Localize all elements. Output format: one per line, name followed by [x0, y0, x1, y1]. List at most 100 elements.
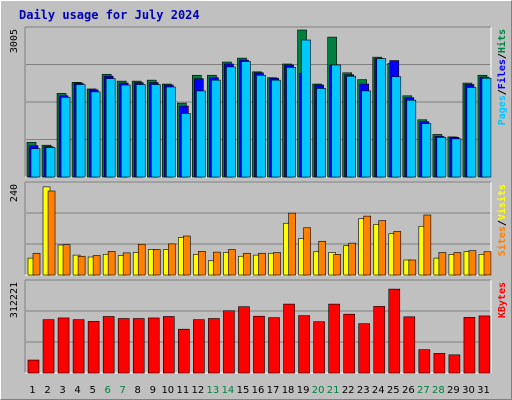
bar-sites — [198, 251, 206, 276]
x-tick-label: 16 — [252, 385, 265, 396]
x-tick-label: 25 — [387, 385, 400, 396]
bar-pages — [165, 86, 176, 178]
bar-kbytes — [132, 318, 145, 374]
bar-kbytes — [463, 317, 476, 374]
bar-sites — [32, 252, 41, 276]
bar-kbytes — [72, 319, 85, 374]
x-tick-label: 18 — [282, 385, 295, 396]
bar-sites — [122, 252, 131, 276]
legend-entry: Visits — [496, 184, 508, 220]
bar-kbytes — [373, 306, 386, 374]
bar-sites — [483, 251, 492, 276]
legend-entry: / — [497, 89, 508, 95]
legend-entry: Sites — [496, 226, 508, 256]
bar-pages — [421, 123, 432, 178]
legend-entry: Hits — [496, 29, 508, 53]
bar-sites — [92, 255, 101, 276]
bar-sites — [303, 227, 311, 276]
bar-sites — [213, 251, 221, 276]
bar-sites — [378, 220, 387, 276]
bar-kbytes — [57, 317, 70, 374]
x-tick-label: 8 — [135, 385, 141, 396]
bar-kbytes — [388, 288, 401, 374]
bar-sites — [77, 255, 86, 276]
bar-sites — [333, 254, 341, 276]
bar-kbytes — [358, 323, 371, 374]
bar-kbytes — [433, 353, 446, 374]
chart-title: Daily usage for July 2024 — [19, 8, 200, 22]
bar-pages — [120, 84, 131, 178]
bar-kbytes — [87, 321, 100, 374]
y-axis-max-label: 3005 — [9, 29, 20, 53]
bar-kbytes — [283, 303, 295, 374]
bar-pages — [466, 87, 477, 178]
bar-pages — [271, 79, 281, 178]
bar-kbytes — [268, 317, 280, 374]
bar-kbytes — [223, 310, 235, 374]
legend-kbytes: KBytes — [497, 282, 508, 318]
bar-sites — [363, 215, 372, 276]
y-axis-max-label: 240 — [9, 184, 20, 202]
bar-pages — [286, 67, 296, 178]
bar-kbytes — [478, 315, 491, 374]
bar-pages — [105, 78, 116, 178]
bar-kbytes — [298, 315, 310, 374]
bar-pages — [135, 84, 146, 178]
x-tick-label: 27 — [417, 385, 430, 396]
bar-pages — [241, 61, 251, 178]
bar-pages — [256, 74, 266, 178]
bar-pages — [150, 84, 161, 178]
bar-sites — [348, 242, 356, 276]
legend-entry: Pages — [497, 95, 508, 125]
bar-sites — [228, 249, 236, 276]
x-tick-label: 30 — [462, 385, 475, 396]
x-tick-label: 24 — [372, 385, 385, 396]
bar-sites — [273, 252, 281, 276]
bar-sites — [453, 252, 462, 276]
bar-pages — [226, 66, 236, 178]
bar-sites — [167, 243, 176, 276]
bar-sites — [137, 243, 146, 276]
bar-sites — [468, 250, 477, 276]
bar-pages — [346, 75, 356, 178]
x-tick-label: 31 — [477, 385, 490, 396]
bar-kbytes — [238, 306, 250, 374]
x-tick-label: 26 — [402, 385, 415, 396]
bar-kbytes — [162, 316, 175, 374]
bar-kbytes — [253, 315, 265, 374]
legend-sites-visits: Sites/Visits — [496, 184, 508, 256]
x-tick-label: 29 — [447, 385, 460, 396]
bar-sites — [47, 190, 56, 276]
bar-pages — [75, 84, 86, 178]
bar-sites — [288, 212, 296, 276]
bar-sites — [438, 252, 447, 276]
bar-sites — [152, 249, 161, 276]
x-tick-label: 4 — [74, 385, 80, 396]
bar-pages — [316, 88, 326, 178]
bar-pages — [376, 58, 387, 178]
x-tick-label: 22 — [342, 385, 355, 396]
bar-kbytes — [343, 313, 355, 374]
legend-entry: KBytes — [497, 282, 508, 318]
x-tick-label: 5 — [89, 385, 95, 396]
legend-entry: Files — [496, 59, 508, 89]
bar-kbytes — [178, 328, 190, 374]
bar-kbytes — [27, 359, 40, 374]
bar-kbytes — [313, 321, 325, 374]
bar-sites — [423, 214, 432, 276]
bar-pages — [451, 138, 462, 178]
x-tick-label: 21 — [327, 385, 340, 396]
bar-pages — [361, 90, 372, 178]
bar-sites — [393, 231, 402, 276]
bar-pages — [60, 96, 71, 178]
bar-pages — [30, 148, 41, 178]
x-tick-label: 6 — [104, 385, 110, 396]
bar-sites — [62, 244, 71, 276]
bar-pages — [481, 77, 492, 178]
x-tick-label: 15 — [237, 385, 250, 396]
legend-pages-files-hits: Pages/Files/Hits — [496, 29, 508, 125]
bar-sites — [243, 252, 251, 276]
bar-kbytes — [147, 317, 160, 374]
bar-pages — [211, 79, 221, 178]
